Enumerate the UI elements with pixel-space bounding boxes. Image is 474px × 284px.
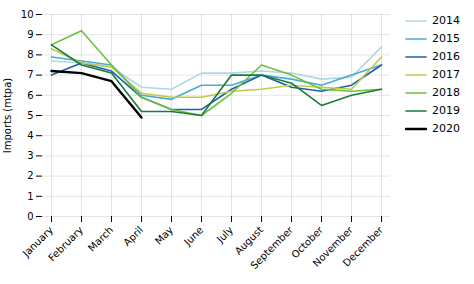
html-text:2018: 2018 [432, 86, 460, 99]
svg-text:August: August [232, 224, 266, 257]
svg-text:10: 10 [21, 9, 34, 20]
svg-text:4: 4 [27, 130, 33, 141]
html-text:2017: 2017 [432, 68, 460, 81]
svg-text:June: June [181, 224, 205, 248]
svg-text:November: November [310, 224, 356, 269]
svg-text:April: April [121, 224, 145, 248]
svg-text:1: 1 [27, 191, 33, 202]
html-text:2019: 2019 [432, 104, 460, 117]
html-text:2016: 2016 [432, 50, 460, 63]
svg-text:7: 7 [27, 69, 33, 80]
svg-text:January: January [20, 224, 56, 259]
svg-text:5: 5 [27, 110, 33, 121]
svg-text:May: May [153, 224, 175, 246]
html-text:2014: 2014 [432, 14, 460, 27]
svg-text:3: 3 [27, 150, 33, 161]
svg-text:December: December [341, 224, 386, 269]
svg-text:0: 0 [27, 211, 33, 222]
svg-text:Imports (mtpa): Imports (mtpa) [2, 78, 13, 154]
svg-text:8: 8 [27, 49, 33, 60]
svg-text:6: 6 [27, 90, 33, 101]
svg-text:February: February [46, 224, 85, 263]
svg-text:September: September [248, 224, 295, 271]
svg-text:July: July [214, 224, 235, 245]
svg-text:9: 9 [27, 29, 33, 40]
svg-text:2: 2 [27, 170, 33, 181]
html-text:2020: 2020 [432, 122, 460, 135]
svg-text:March: March [86, 224, 115, 253]
html-text:2015: 2015 [432, 32, 460, 45]
svg-text:October: October [289, 224, 326, 261]
